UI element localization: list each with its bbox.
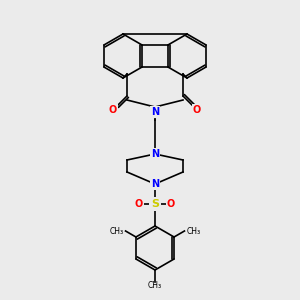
Text: O: O <box>109 105 117 115</box>
Text: CH₃: CH₃ <box>110 226 124 236</box>
Text: N: N <box>151 149 159 159</box>
Text: S: S <box>151 199 159 209</box>
Text: O: O <box>193 105 201 115</box>
Text: N: N <box>151 107 159 117</box>
Text: O: O <box>135 199 143 209</box>
Text: N: N <box>151 179 159 189</box>
Text: O: O <box>167 199 175 209</box>
Text: CH₃: CH₃ <box>148 281 162 290</box>
Text: CH₃: CH₃ <box>186 226 201 236</box>
